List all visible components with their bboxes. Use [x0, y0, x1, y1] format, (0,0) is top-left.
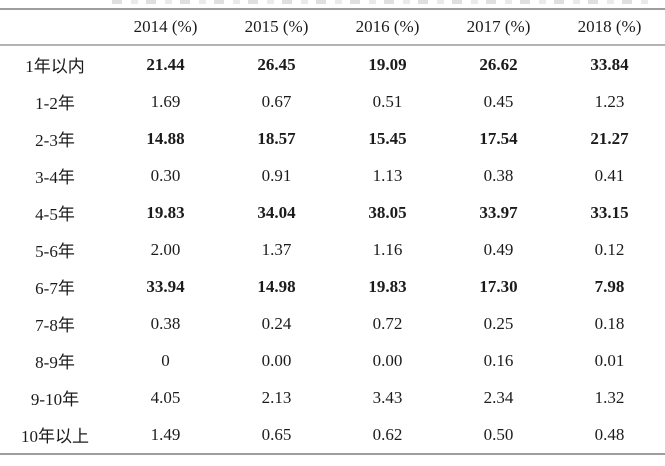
table-row: 6-7年 33.94 14.98 19.83 17.30 7.98	[0, 268, 665, 305]
cell-value: 1.23	[594, 91, 625, 111]
table-row: 5-6年 2.00 1.37 1.16 0.49 0.12	[0, 231, 665, 268]
row-label: 1年以内	[25, 57, 85, 76]
cell-value: 0.00	[372, 350, 403, 370]
cell-value: 33.94	[146, 276, 185, 296]
header-row: 2014 (%) 2015 (%) 2016 (%) 2017 (%) 2018…	[0, 8, 665, 46]
cell-value: 0.48	[554, 416, 665, 455]
cell-value: 0.45	[483, 91, 514, 111]
cell-value: 1.69	[150, 91, 181, 111]
cell-value: 19.83	[368, 276, 407, 296]
cell-value: 2.13	[261, 387, 292, 407]
cropped-caption-fragment	[112, 0, 652, 4]
cell-value: 0.24	[261, 313, 292, 333]
cell-value: 1.16	[372, 239, 403, 259]
cell-value: 2.34	[483, 387, 514, 407]
cell-value: 26.62	[479, 54, 518, 74]
row-label: 5-6年	[35, 242, 75, 261]
row-label: 9-10年	[30, 390, 80, 409]
row-label: 6-7年	[35, 279, 75, 298]
cell-value: 38.05	[368, 202, 407, 222]
row-label: 3-4年	[35, 168, 75, 187]
cell-value: 0.38	[483, 165, 514, 185]
cell-value: 0.51	[372, 91, 403, 111]
cell-value: 33.15	[590, 202, 629, 222]
cell-value: 15.45	[368, 128, 407, 148]
row-label: 10年以上	[0, 416, 110, 455]
cell-value: 0.16	[483, 350, 514, 370]
cell-value: 7.98	[594, 276, 625, 296]
table-row: 9-10年 4.05 2.13 3.43 2.34 1.32	[0, 379, 665, 416]
table-body: 1年以内 21.44 26.45 19.09 26.62 33.84 1-2年 1.69 0.6…	[0, 45, 665, 455]
cell-value: 33.84	[590, 54, 629, 74]
row-label: 8-9年	[35, 353, 75, 372]
row-label: 2-3年	[35, 131, 75, 150]
cell-value: 0.18	[594, 313, 625, 333]
cell-value: 33.97	[479, 202, 518, 222]
cell-value: 21.27	[590, 128, 629, 148]
cell-value: 0.12	[594, 239, 625, 259]
cell-value: 18.57	[257, 128, 296, 148]
cell-value: 21.44	[146, 54, 185, 74]
cell-value: 1.13	[372, 165, 403, 185]
row-label: 7-8年	[35, 316, 75, 335]
column-header-label	[0, 8, 110, 46]
cell-value: 0.30	[150, 165, 181, 185]
cell-value: 19.83	[146, 202, 185, 222]
cell-value: 1.32	[594, 387, 625, 407]
column-header-2017: 2017 (%)	[443, 8, 554, 46]
table-row: 3-4年 0.30 0.91 1.13 0.38 0.41	[0, 157, 665, 194]
table-row: 8-9年 0 0.00 0.00 0.16 0.01	[0, 342, 665, 379]
cell-value: 2.00	[150, 239, 181, 259]
cell-value: 1.49	[110, 416, 221, 455]
row-label: 1-2年	[35, 94, 75, 113]
table-row: 1年以内 21.44 26.45 19.09 26.62 33.84	[0, 45, 665, 83]
column-header-2015: 2015 (%)	[221, 8, 332, 46]
column-header-2016: 2016 (%)	[332, 8, 443, 46]
cell-value: 19.09	[368, 54, 407, 74]
table-row: 10年以上 1.49 0.65 0.62 0.50 0.48	[0, 416, 665, 455]
cell-value: 0.25	[483, 313, 514, 333]
cell-value: 0.41	[594, 165, 625, 185]
cell-value: 0.67	[261, 91, 292, 111]
cell-value: 0.62	[332, 416, 443, 455]
cell-value: 4.05	[150, 387, 181, 407]
column-header-2014: 2014 (%)	[110, 8, 221, 46]
cell-value: 0.72	[372, 313, 403, 333]
cell-value: 0.65	[221, 416, 332, 455]
table-row: 1-2年 1.69 0.67 0.51 0.45 1.23	[0, 83, 665, 120]
column-header-2018: 2018 (%)	[554, 8, 665, 46]
cell-value: 0	[161, 350, 170, 370]
cell-value: 0.50	[443, 416, 554, 455]
table-row: 2-3年 14.88 18.57 15.45 17.54 21.27	[0, 120, 665, 157]
cell-value: 0.49	[483, 239, 514, 259]
cell-value: 3.43	[372, 387, 403, 407]
cell-value: 0.91	[261, 165, 292, 185]
cell-value: 34.04	[257, 202, 296, 222]
cell-value: 26.45	[257, 54, 296, 74]
cell-value: 17.30	[479, 276, 518, 296]
row-label: 4-5年	[35, 205, 75, 224]
cell-value: 0.00	[261, 350, 292, 370]
cell-value: 17.54	[479, 128, 518, 148]
cell-value: 14.88	[146, 128, 185, 148]
cell-value: 1.37	[261, 239, 292, 259]
table-row: 7-8年 0.38 0.24 0.72 0.25 0.18	[0, 305, 665, 342]
maturity-distribution-table: 2014 (%) 2015 (%) 2016 (%) 2017 (%) 2018…	[0, 8, 665, 455]
table-row: 4-5年 19.83 34.04 38.05 33.97 33.15	[0, 194, 665, 231]
cell-value: 0.01	[594, 350, 625, 370]
cell-value: 14.98	[257, 276, 296, 296]
cell-value: 0.38	[150, 313, 181, 333]
